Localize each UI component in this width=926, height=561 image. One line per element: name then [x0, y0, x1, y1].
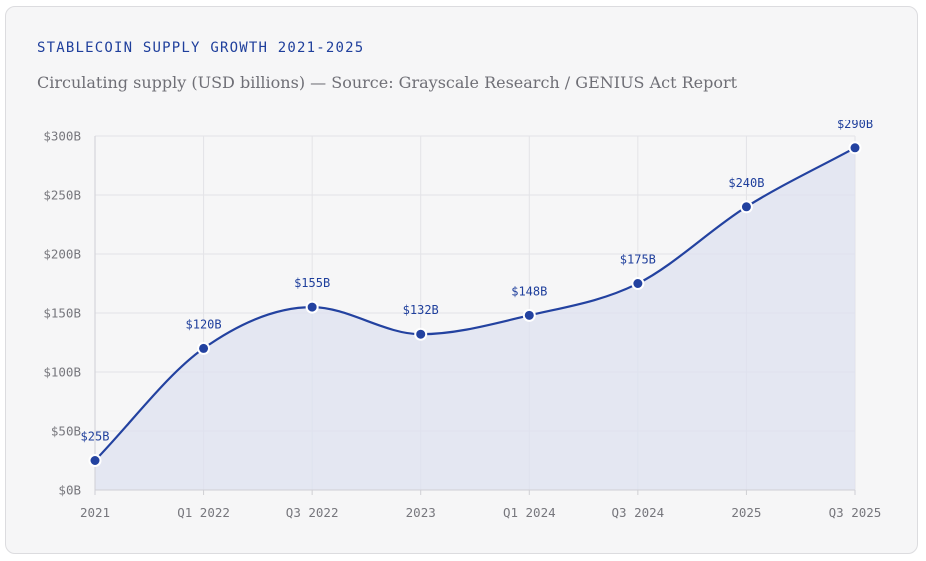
data-point[interactable]	[197, 341, 211, 355]
x-tick-label: Q3 2025	[829, 505, 882, 520]
data-point[interactable]	[848, 141, 862, 155]
data-label: $148B	[511, 284, 547, 298]
x-tick-label: 2025	[731, 505, 761, 520]
y-tick-label: $300B	[43, 129, 81, 144]
x-tick-label: Q3 2024	[612, 505, 665, 520]
y-tick-label: $50B	[51, 424, 81, 439]
y-axis-ticks: $0B $50B $100B $150B $200B $250B $300B	[43, 129, 81, 498]
data-label: $120B	[186, 317, 222, 331]
data-points	[88, 141, 862, 467]
x-tick-label: Q1 2024	[503, 505, 556, 520]
x-tick-label: 2021	[80, 505, 110, 520]
data-point[interactable]	[739, 200, 753, 214]
x-axis-ticks: 2021 Q1 2022 Q3 2022 2023 Q1 2024 Q3 2024 2025…	[80, 505, 881, 520]
axes	[94, 136, 856, 495]
y-tick-label: $100B	[43, 365, 81, 380]
data-label: $155B	[294, 276, 330, 290]
data-point[interactable]	[305, 300, 319, 314]
area-fill-layer	[95, 147, 855, 491]
data-label: $240B	[728, 176, 764, 190]
data-label: $175B	[620, 253, 656, 267]
data-label: $132B	[403, 303, 439, 317]
y-tick-label: $200B	[43, 247, 81, 262]
data-point[interactable]	[631, 277, 645, 290]
chart-title: STABLECOIN SUPPLY GROWTH 2021-2025	[37, 40, 365, 56]
chart-subtitle: Circulating supply (USD billions) — Sour…	[37, 73, 738, 92]
x-tick-label: Q3 2022	[286, 505, 339, 520]
y-tick-label: $150B	[43, 306, 81, 321]
data-label: $290B	[837, 117, 873, 131]
data-point[interactable]	[414, 327, 428, 341]
y-tick-label: $0B	[58, 483, 81, 498]
data-label: $25B	[81, 430, 110, 444]
data-point[interactable]	[88, 454, 102, 467]
y-tick-label: $250B	[43, 188, 81, 203]
x-tick-label: 2023	[406, 505, 436, 520]
series-area	[95, 147, 855, 491]
data-point[interactable]	[522, 308, 536, 322]
data-labels: $25B $120B $155B $132B $148B $175B $240B $290B	[81, 117, 874, 444]
x-tick-label: Q1 2022	[177, 505, 230, 520]
